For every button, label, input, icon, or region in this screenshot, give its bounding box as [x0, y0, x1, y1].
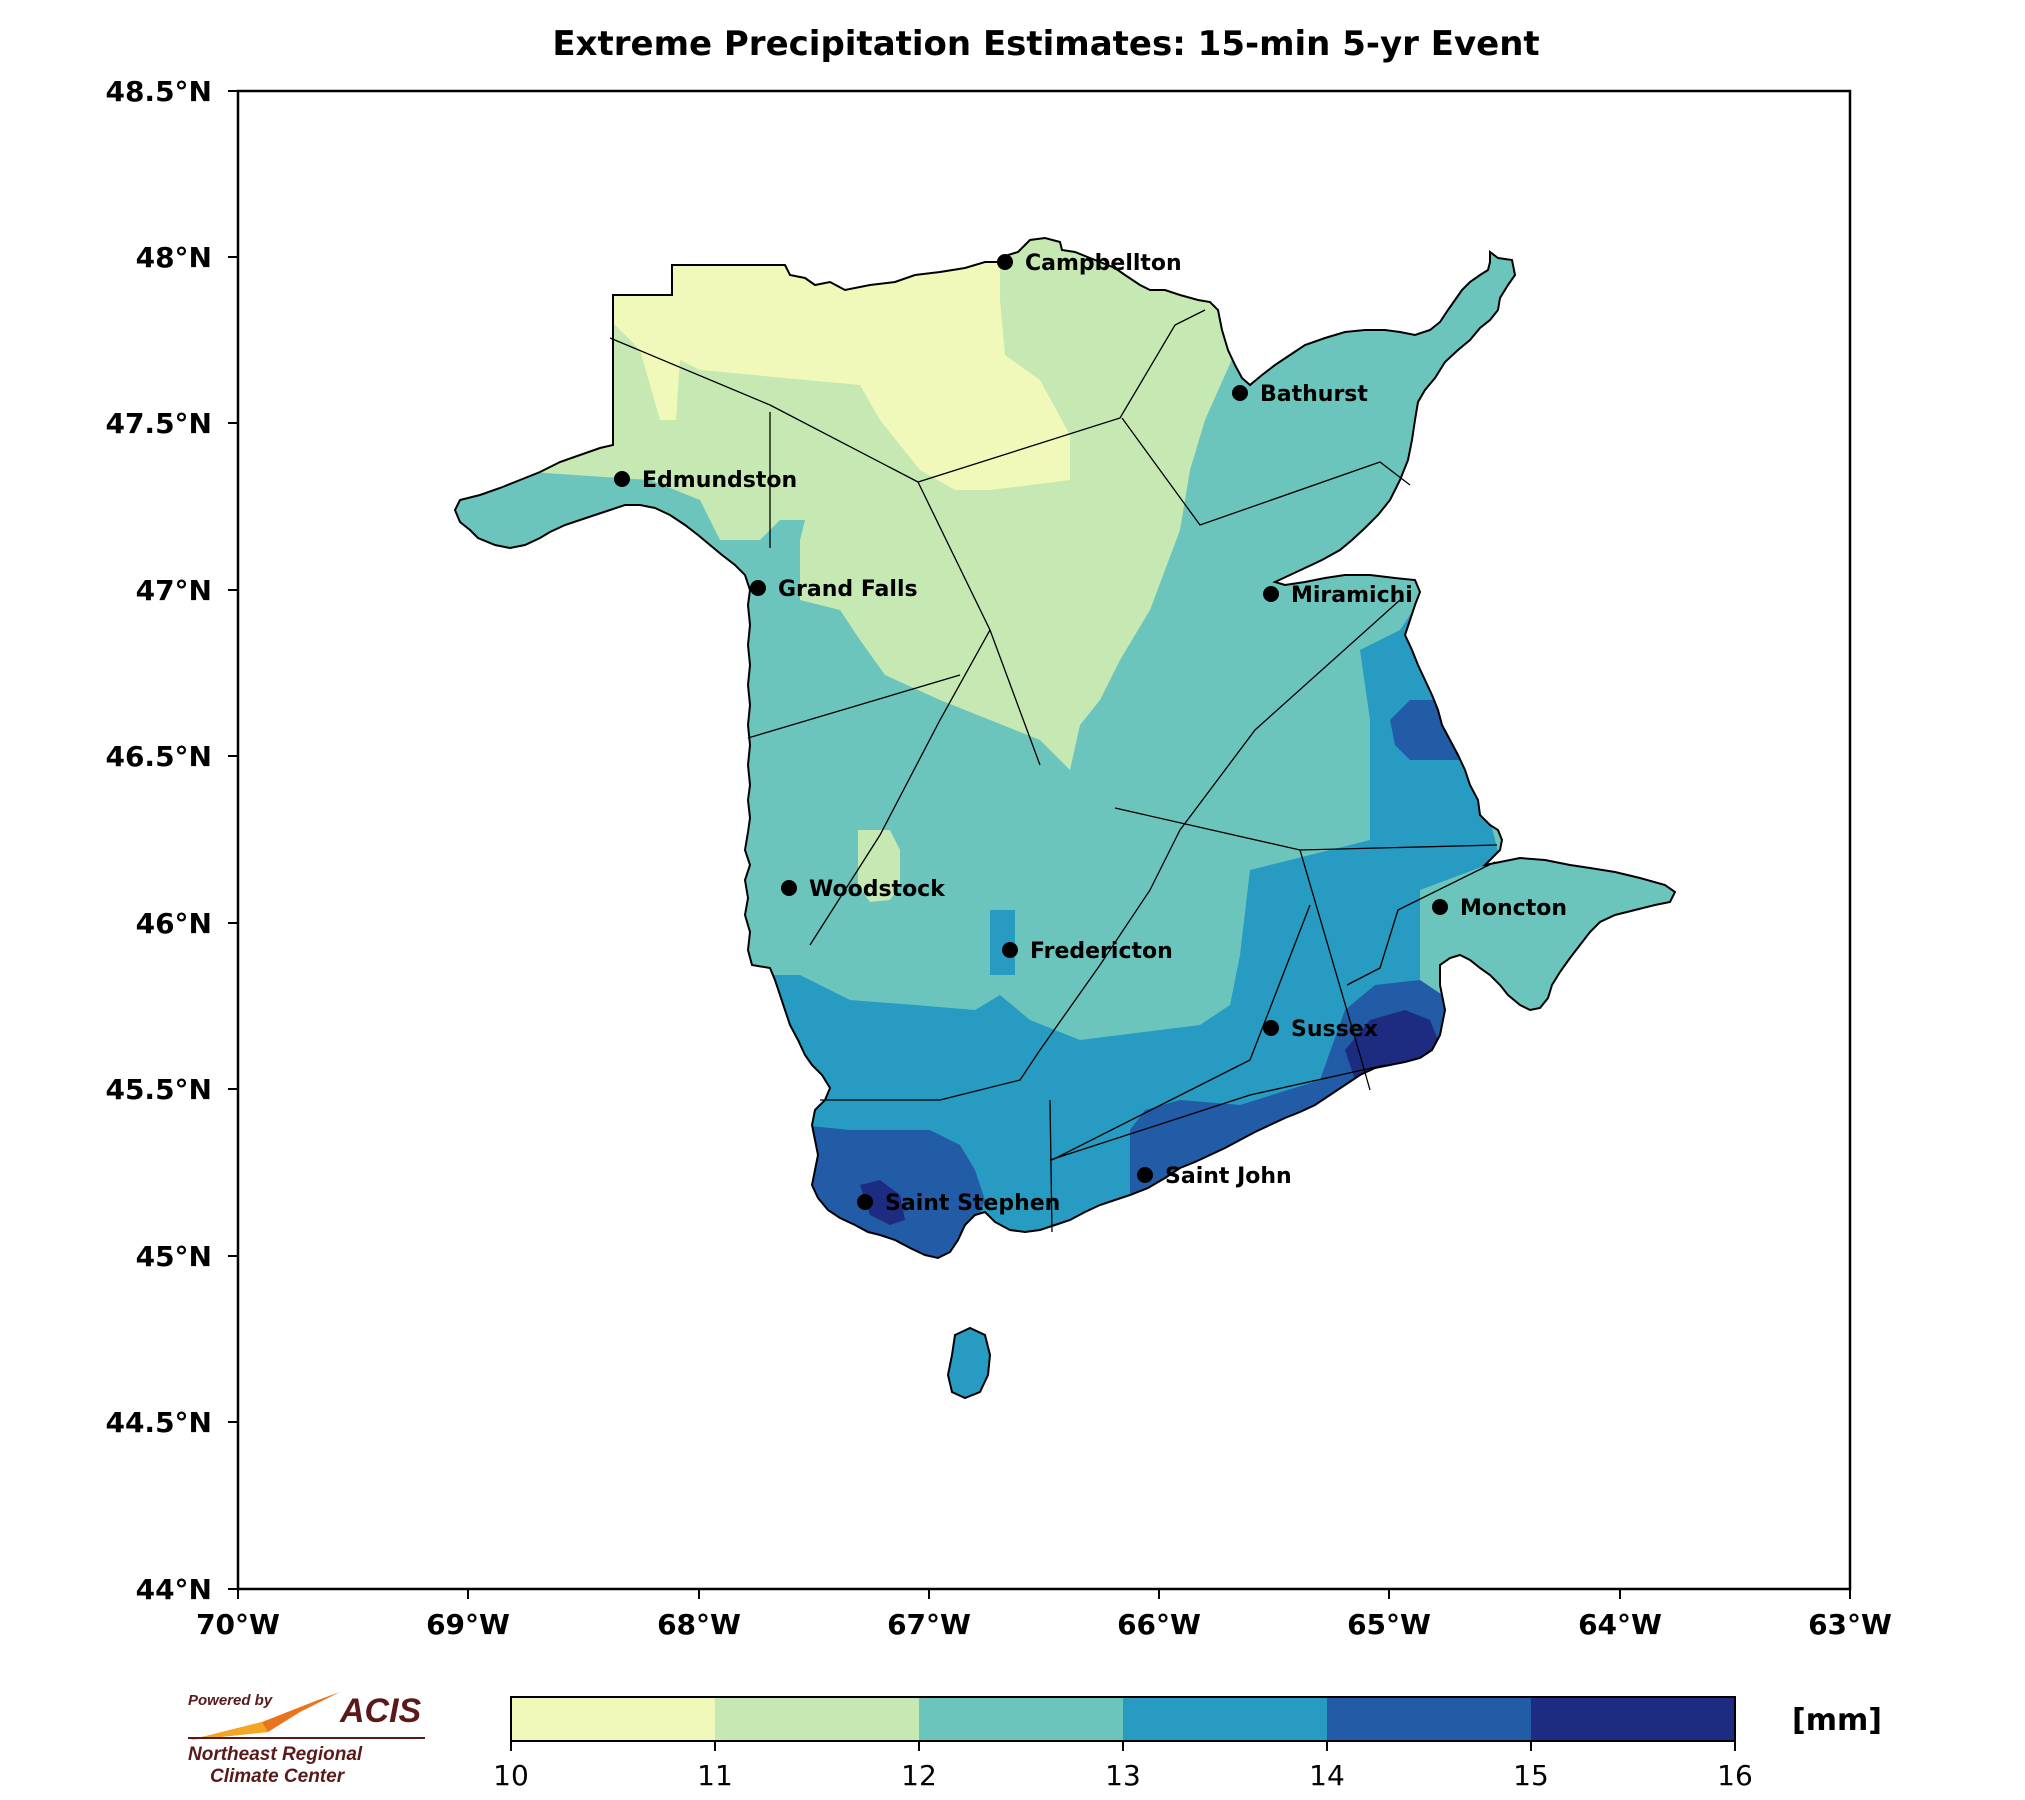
city-dot-fredericton — [1002, 942, 1018, 958]
colorbar-segment-11-12 — [715, 1697, 919, 1741]
city-label-saint-john: Saint John — [1165, 1164, 1292, 1189]
lon-tick-69: 69°W — [426, 1608, 510, 1641]
lat-tick-45.5: 45.5°N — [105, 1073, 212, 1106]
city-markers: Campbellton Bathurst Edmundston Grand Fa… — [614, 251, 1567, 1216]
lon-tick-68: 68°W — [657, 1608, 741, 1641]
lat-tick-48: 48°N — [136, 241, 212, 274]
county-borders — [609, 309, 1498, 1233]
city-dot-saint-stephen — [857, 1194, 873, 1210]
city-label-woodstock: Woodstock — [809, 877, 946, 902]
city-dot-sussex — [1263, 1020, 1279, 1036]
lat-tick-44.5: 44.5°N — [105, 1406, 212, 1439]
city-label-fredericton: Fredericton — [1030, 939, 1173, 964]
logo-swoosh-highlight-icon — [190, 1722, 268, 1740]
lat-tick-45: 45°N — [136, 1240, 212, 1273]
city-dot-bathurst — [1232, 385, 1248, 401]
colorbar-tick-16: 16 — [1717, 1759, 1753, 1792]
lat-tick-46: 46°N — [136, 907, 212, 940]
city-label-grand-falls: Grand Falls — [778, 577, 918, 602]
lon-tick-70: 70°W — [196, 1608, 280, 1641]
city-label-miramichi: Miramichi — [1291, 583, 1413, 608]
band-13-14-fredericton — [990, 910, 1015, 975]
band-15-16-stephen — [860, 1180, 905, 1225]
precip-field — [455, 238, 1675, 1398]
logo-acis: ACIS — [339, 1692, 422, 1730]
lon-tick-64: 64°W — [1578, 1608, 1662, 1641]
lat-tick-48.5: 48.5°N — [105, 75, 212, 108]
lon-tick-63: 63°W — [1808, 1608, 1892, 1641]
city-label-sussex: Sussex — [1291, 1017, 1378, 1042]
colorbar-tick-14: 14 — [1309, 1759, 1345, 1792]
city-dot-saint-john — [1137, 1167, 1153, 1183]
city-label-campbellton: Campbellton — [1025, 251, 1182, 276]
city-label-saint-stephen: Saint Stephen — [885, 1191, 1060, 1216]
lon-tick-67: 67°W — [887, 1608, 971, 1641]
city-label-edmundston: Edmundston — [642, 468, 797, 493]
colorbar-unit: [mm] — [1792, 1703, 1882, 1738]
logo-line1: Northeast Regional — [188, 1744, 363, 1765]
city-dot-campbellton — [997, 254, 1013, 270]
colorbar: 10 11 12 13 14 15 16 [mm] — [493, 1696, 1882, 1792]
logo-line2: Climate Center — [210, 1766, 346, 1787]
lat-tick-44: 44°N — [136, 1573, 212, 1606]
colorbar-tick-10: 10 — [493, 1759, 529, 1792]
nrcc-logo: Powered by ACIS Northeast Regional Clima… — [188, 1692, 425, 1787]
lat-tick-47: 47°N — [136, 574, 212, 607]
lat-tick-47.5: 47.5°N — [105, 407, 212, 440]
map-frame — [236, 89, 1852, 1591]
colorbar-segment-15-16 — [1531, 1697, 1735, 1741]
city-dot-woodstock — [781, 880, 797, 896]
band-11-12 — [455, 238, 1250, 770]
map-title: Extreme Precipitation Estimates: 15-min … — [552, 24, 1539, 64]
city-label-bathurst: Bathurst — [1260, 382, 1368, 407]
city-label-moncton: Moncton — [1460, 896, 1567, 921]
latitude-ticks: 48.5°N 48°N 47.5°N 47°N 46.5°N 46°N 45.5… — [105, 75, 238, 1606]
lon-tick-66: 66°W — [1117, 1608, 1201, 1641]
colorbar-tick-11: 11 — [697, 1759, 733, 1792]
band-11-12-woodstock — [858, 830, 900, 902]
city-dot-miramichi — [1263, 586, 1279, 602]
city-dot-moncton — [1432, 899, 1448, 915]
logo-powered-by: Powered by — [188, 1692, 273, 1709]
colorbar-segment-10-11 — [511, 1697, 715, 1741]
city-dot-grand-falls — [750, 580, 766, 596]
colorbar-tick-12: 12 — [901, 1759, 937, 1792]
colorbar-tick-15: 15 — [1513, 1759, 1549, 1792]
lon-tick-65: 65°W — [1347, 1608, 1431, 1641]
longitude-ticks: 70°W 69°W 68°W 67°W 66°W 65°W 64°W 63°W — [196, 1589, 1892, 1641]
city-dot-edmundston — [614, 471, 630, 487]
lat-tick-46.5: 46.5°N — [105, 740, 212, 773]
colorbar-segment-12-13 — [919, 1697, 1123, 1741]
colorbar-segment-13-14 — [1123, 1697, 1327, 1741]
colorbar-segment-14-15 — [1327, 1697, 1531, 1741]
colorbar-tick-13: 13 — [1105, 1759, 1141, 1792]
